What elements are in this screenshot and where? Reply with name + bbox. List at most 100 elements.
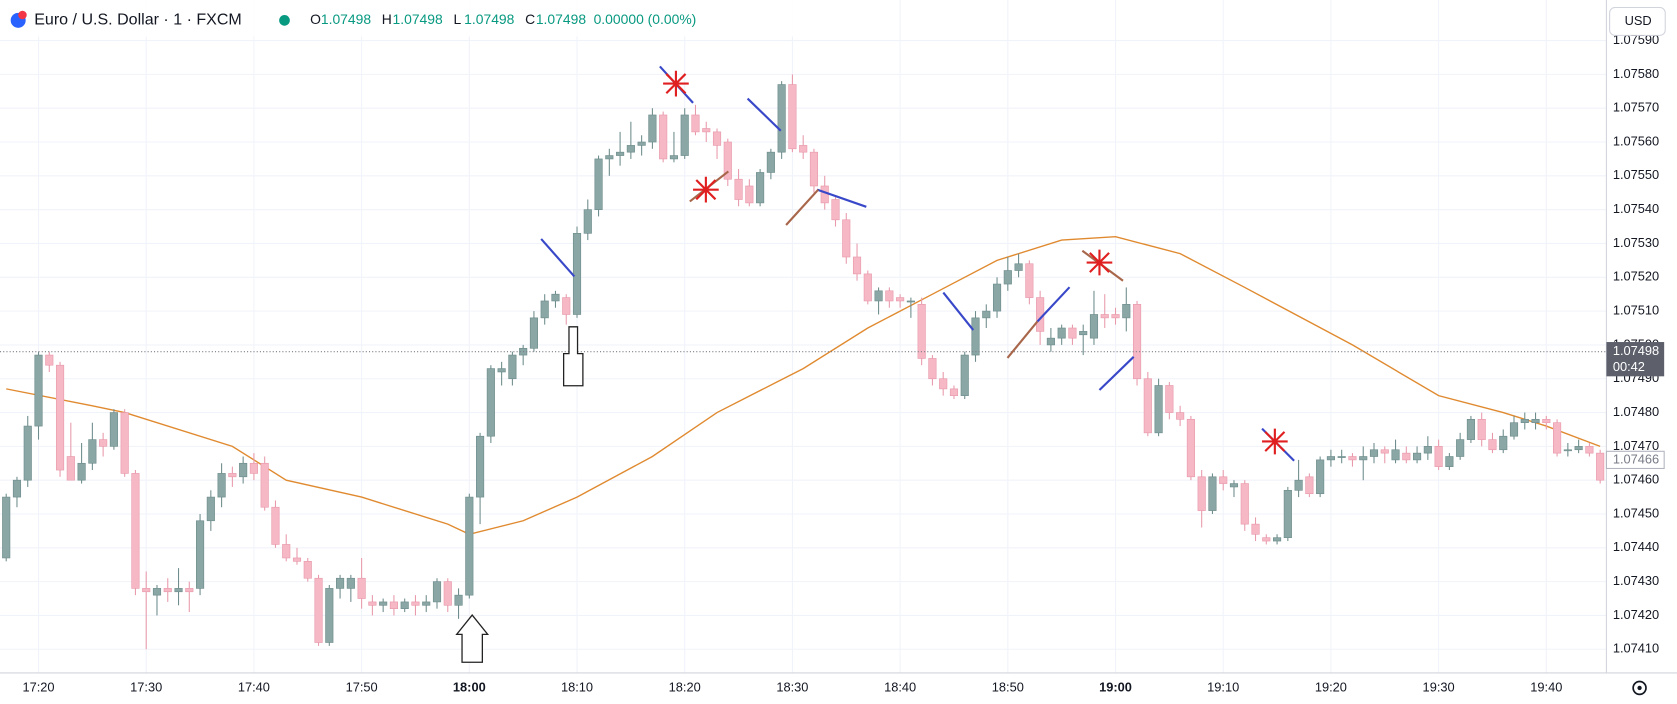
candle-body (1445, 456, 1454, 467)
candle-body (443, 581, 452, 606)
y-tick-label: 1.07420 (1613, 607, 1659, 622)
candle-body (1423, 446, 1432, 454)
candle-body (357, 577, 366, 599)
star (1262, 428, 1288, 455)
last-price-label: 1.07498 (1613, 343, 1659, 358)
candle-body (99, 439, 108, 447)
y-tick-label: 1.07560 (1613, 133, 1659, 148)
candle-body (1176, 412, 1185, 420)
candle-body (1316, 459, 1325, 495)
candle-body (1337, 456, 1346, 458)
ohlc-change: 0.00000 (0.00%) (594, 11, 697, 27)
candle-body (1197, 476, 1206, 511)
candle-body (605, 155, 614, 160)
candle-body (583, 209, 592, 234)
x-tick-label: 18:10 (561, 679, 593, 694)
ohlc-value: 1.07498 (464, 11, 514, 27)
candle-body (1240, 483, 1249, 525)
candle-body (292, 557, 302, 562)
candle-body (163, 588, 172, 593)
y-tick-label: 1.07410 (1613, 641, 1659, 656)
candle-body (1068, 327, 1077, 339)
candle-body (142, 588, 151, 593)
y-tick-label: 1.07510 (1613, 302, 1659, 317)
candle-body (1509, 422, 1519, 437)
candle-body (1348, 456, 1357, 461)
grid (0, 0, 1607, 673)
star (693, 176, 719, 203)
candle-body (174, 588, 183, 593)
candle-body (637, 141, 646, 146)
y-tick-label: 1.07520 (1613, 269, 1659, 284)
candle-body (712, 131, 722, 146)
currency[interactable]: USD (1625, 13, 1652, 28)
candle-body (572, 233, 582, 315)
candle-body (1499, 435, 1508, 451)
settings-icon[interactable] (1637, 685, 1642, 691)
candle-body (336, 577, 345, 589)
drawn-line (746, 97, 782, 132)
candle-body (66, 456, 75, 481)
moving-average (6, 236, 1601, 536)
candle-body (1283, 490, 1292, 538)
y-tick-label: 1.07570 (1613, 100, 1659, 115)
settings-icon[interactable] (1632, 680, 1647, 696)
candle-body (756, 172, 765, 204)
y-tick-label: 1.07540 (1613, 201, 1659, 216)
candle-body (702, 128, 711, 133)
candle-body (206, 496, 215, 522)
candle-body (1262, 537, 1271, 542)
candle-body (1531, 418, 1540, 424)
symbol-title: Euro / U.S. Dollar · 1 · FXCM (34, 11, 242, 29)
x-tick-label: 17:50 (346, 679, 378, 694)
candle-body (1563, 449, 1572, 452)
candle-body (745, 185, 754, 204)
candle-body (497, 368, 506, 373)
candle-body (659, 114, 668, 160)
candle-body (723, 141, 732, 180)
candle-body (239, 462, 248, 478)
star-marks (663, 70, 1288, 455)
x-tick-label: 19:00 (1099, 679, 1132, 694)
x-tick-label: 19:40 (1530, 679, 1562, 694)
last-price-tag (1606, 342, 1665, 377)
candle-body (1143, 378, 1152, 434)
candle-body (1294, 479, 1303, 491)
currency-button[interactable] (1609, 6, 1666, 36)
candle-body (1305, 476, 1314, 495)
candle-body (648, 114, 657, 143)
candle-body (120, 412, 129, 474)
candle-body (799, 145, 808, 153)
candle-body (1596, 452, 1605, 481)
candle-body (1122, 304, 1131, 319)
candle-body (432, 581, 442, 603)
candle-body (1229, 483, 1239, 488)
candle-body (34, 354, 43, 427)
candle-body (1326, 456, 1335, 461)
candle-body (249, 462, 258, 474)
x-tick-label: 17:30 (130, 679, 162, 694)
candle-body (626, 145, 635, 153)
y-tick-label: 1.07580 (1613, 66, 1659, 81)
candle-body (809, 151, 819, 187)
candle-body (217, 473, 226, 498)
candle-body (109, 412, 118, 447)
candle-body (195, 520, 205, 589)
x-tick-label: 18:40 (884, 679, 916, 694)
candle-body (562, 297, 571, 315)
candle-body (282, 544, 291, 559)
candle-body (465, 496, 474, 596)
candle-body (346, 577, 355, 589)
candle-body (734, 178, 743, 200)
candle-body (594, 158, 603, 210)
candle-body (486, 368, 495, 437)
x-tick-label: 17:20 (22, 679, 54, 694)
symbol-icon (18, 10, 27, 20)
arrow-up (455, 614, 490, 663)
candle-body (960, 354, 969, 396)
candle-body (669, 155, 679, 160)
candle-body (389, 601, 398, 609)
candle-body (1057, 327, 1066, 339)
y-tick-label: 1.07530 (1613, 235, 1659, 250)
candle-body (228, 473, 237, 478)
